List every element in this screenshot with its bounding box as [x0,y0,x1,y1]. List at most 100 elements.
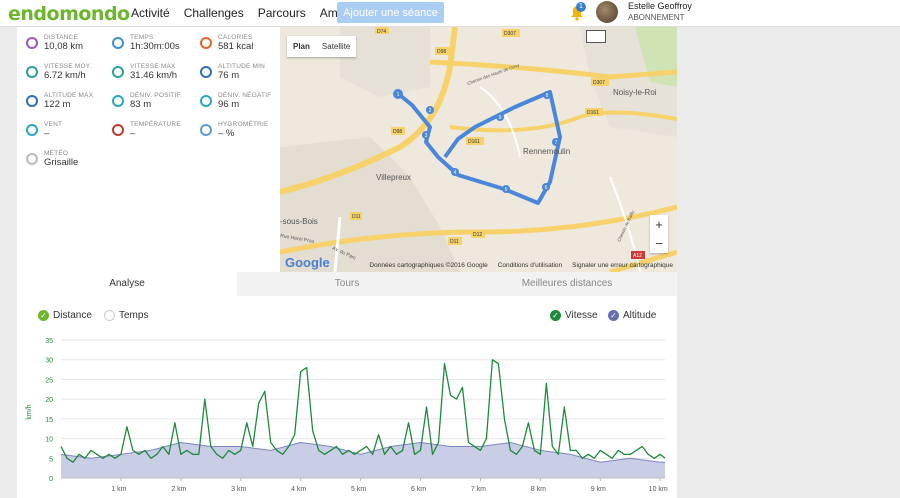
map-plan-button[interactable]: Plan [293,42,310,51]
svg-text:D307: D307 [593,80,605,86]
stat-value: 581 kcal [218,41,254,52]
urban-area [340,27,430,97]
x-tick-label: 6 km [411,486,426,493]
svg-text:D98: D98 [393,129,402,135]
descent-icon [200,95,212,107]
map-data-credit: Données cartographiques ©2016 Google [369,262,488,269]
altitude-toggle[interactable]: ✓ Altitude [608,310,656,321]
map-type-toggle: Plan Satellite [287,36,357,57]
road-a12 [609,249,677,272]
altitude-area [61,442,665,478]
add-workout-button[interactable]: Ajouter une séance [337,2,444,23]
avatar[interactable] [596,1,618,23]
report-error-link[interactable]: Signaler une erreur cartographique [572,262,673,269]
x-axis-distance-option[interactable]: ✓ Distance [38,310,92,321]
svg-text:D11: D11 [352,214,361,220]
distance-label: Distance [53,310,92,321]
stat-item: Vitesse max 31.46 km/h [103,58,188,84]
main-nav: Activité Challenges Parcours Amis [131,6,346,20]
stat-label: Vitesse max [130,63,176,70]
stopwatch-icon [112,37,124,49]
svg-text:3: 3 [425,133,428,139]
stat-label: Calories [218,34,253,41]
stat-value: 76 m [218,70,240,81]
stat-value: 6.72 km/h [44,70,86,81]
urban-area [280,137,460,272]
svg-text:D161: D161 [587,110,599,116]
map-canvas[interactable]: 1 2 3 4 5 6 7 8 9 Villepreux Rennemoulin… [280,27,677,272]
svg-text:5: 5 [505,187,508,193]
x-axis-time-option[interactable]: Temps [104,310,148,321]
speed-label: Vitesse [565,310,598,321]
place-rennemoulin: Rennemoulin [523,147,570,156]
stat-value: 1h:30m:00s [130,41,180,52]
stat-label: Altitude min [218,63,266,70]
nav-parcours[interactable]: Parcours [257,6,306,20]
subscription-label[interactable]: ABONNEMENT [628,13,685,22]
x-tick-label: 7 km [471,486,486,493]
ascent-icon [112,95,124,107]
altitude-line [60,442,665,463]
svg-text:D11: D11 [450,239,459,245]
y-tick-label: 30 [45,358,53,365]
tab-best-distances[interactable]: Meilleures distances [521,278,613,289]
time-label: Temps [119,310,149,321]
speed-line [60,359,666,463]
stat-label: Météo [44,150,69,157]
zoom-out-button[interactable]: − [655,236,663,251]
map-satellite-button[interactable]: Satellite [321,42,351,51]
svg-text:8: 8 [546,93,549,99]
user-name[interactable]: Estelle Geoffroy [628,1,692,11]
road-minor [479,86,521,158]
tab-tours[interactable]: Tours [334,278,360,289]
y-tick-label: 20 [45,397,53,404]
mountain-icon [26,95,38,107]
road-minor [333,216,342,272]
analysis-tabs: Analyse Tours Meilleures distances [17,272,677,296]
x-tick-label: 2 km [171,486,186,493]
x-tick-label: 4 km [291,486,306,493]
stat-item: Déniv. négatif 96 m [191,87,276,113]
stat-item: Altitude min 76 m [191,58,276,84]
y-tick-label: 0 [49,476,53,483]
nav-challenges[interactable]: Challenges [183,6,244,20]
tab-analyse[interactable]: Analyse [17,272,237,296]
y-tick-label: 15 [45,417,53,424]
endomondo-logo[interactable]: endomondo [8,3,130,25]
road-d98 [280,27,458,195]
top-bar: endomondo Activité Challenges Parcours A… [0,0,900,27]
stat-value: – [130,128,136,139]
stat-value: 10,08 km [44,41,84,52]
stat-label: Vent [44,121,63,128]
x-tick-label: 9 km [591,486,606,493]
terms-link[interactable]: Conditions d'utilisation [497,262,563,269]
svg-text:4: 4 [454,170,457,176]
nav-activite[interactable]: Activité [131,6,170,20]
stat-item: Calories 581 kcal [191,29,276,55]
x-tick-label: 3 km [231,486,246,493]
zoom-in-button[interactable]: + [655,217,663,232]
stat-item: Déniv. positif 83 m [103,87,188,113]
cloud-icon [26,153,38,165]
speed-altitude-chart[interactable]: 0 5 10 15 20 25 30 35 km/h 1 km 2 km 3 km 4 km 5 km 6 … [17,332,677,498]
route-map[interactable]: 1 2 3 4 5 6 7 8 9 Villepreux Rennemoulin… [280,27,677,272]
svg-text:7: 7 [555,140,558,146]
stat-item: Météo Grisaille [17,145,102,171]
altitude-label: Altitude [623,310,657,321]
stat-item: Hygrométrie – % [191,116,276,142]
droplets-icon [200,124,212,136]
map-attribution: Données cartographiques ©2016 Google Con… [369,262,673,269]
street-label: Rue Henri Prou [280,233,315,245]
svg-text:6: 6 [545,185,548,191]
svg-text:2: 2 [429,108,432,114]
stat-value: 31.46 km/h [130,70,177,81]
y-tick-label: 10 [45,437,53,444]
x-tick-label: 8 km [531,486,546,493]
stat-label: Temps [130,34,154,41]
route-markers: 1 2 3 4 5 6 7 8 9 [393,89,560,193]
speed-toggle[interactable]: ✓ Vitesse [550,310,598,321]
stat-value: 96 m [218,99,240,110]
svg-text:D161: D161 [468,139,480,145]
fullscreen-icon[interactable] [586,30,606,43]
stat-value: – % [218,128,235,139]
